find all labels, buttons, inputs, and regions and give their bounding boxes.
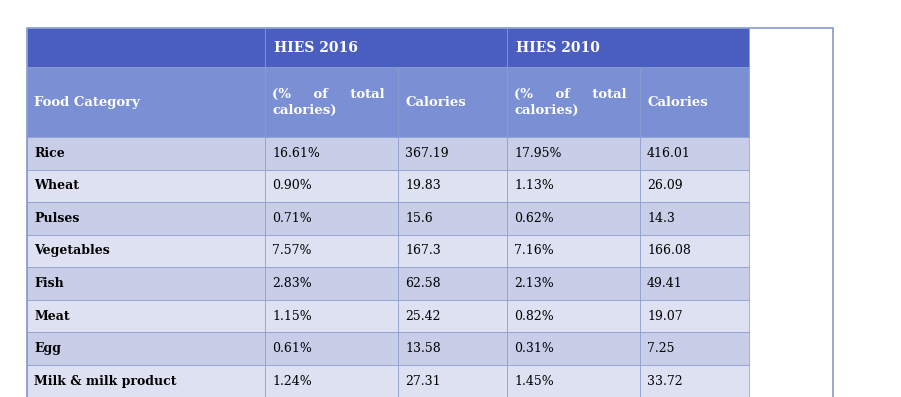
Bar <box>27 170 265 202</box>
Bar <box>27 365 265 397</box>
Bar <box>507 365 640 397</box>
Text: 0.62%: 0.62% <box>514 212 554 225</box>
Bar <box>640 170 749 202</box>
Bar <box>265 300 398 332</box>
Text: 33.72: 33.72 <box>647 375 683 387</box>
Bar <box>507 332 640 365</box>
Bar <box>398 170 507 202</box>
Text: 14.3: 14.3 <box>647 212 675 225</box>
Text: 1.45%: 1.45% <box>514 375 554 387</box>
Text: HIES 2010: HIES 2010 <box>516 40 600 55</box>
Bar <box>265 365 398 397</box>
Bar <box>640 137 749 170</box>
Text: 2.83%: 2.83% <box>272 277 312 290</box>
Bar <box>398 365 507 397</box>
Text: 15.6: 15.6 <box>405 212 432 225</box>
Text: 7.16%: 7.16% <box>514 245 554 257</box>
Text: 416.01: 416.01 <box>647 147 691 160</box>
Bar <box>265 137 398 170</box>
Bar <box>27 300 265 332</box>
Bar <box>640 235 749 267</box>
Bar <box>640 267 749 300</box>
Text: 2.13%: 2.13% <box>514 277 554 290</box>
Text: 25.42: 25.42 <box>405 310 441 322</box>
Bar <box>27 332 265 365</box>
Text: 62.58: 62.58 <box>405 277 441 290</box>
Text: HIES 2016: HIES 2016 <box>274 40 358 55</box>
Text: 19.07: 19.07 <box>647 310 683 322</box>
Text: 0.31%: 0.31% <box>514 342 554 355</box>
Bar <box>398 67 507 137</box>
Bar <box>27 67 265 137</box>
Text: 0.82%: 0.82% <box>514 310 554 322</box>
Bar <box>507 28 749 67</box>
Text: 27.31: 27.31 <box>405 375 441 387</box>
Bar <box>640 202 749 235</box>
Text: 19.83: 19.83 <box>405 179 441 192</box>
Bar <box>27 137 265 170</box>
Text: (%   of   total
calories): (% of total calories) <box>272 88 385 117</box>
Bar <box>27 235 265 267</box>
Text: 7.25: 7.25 <box>647 342 675 355</box>
Bar <box>265 267 398 300</box>
Bar <box>265 235 398 267</box>
Text: 0.71%: 0.71% <box>272 212 312 225</box>
Bar <box>265 67 398 137</box>
Text: Pulses: Pulses <box>34 212 79 225</box>
Text: 0.61%: 0.61% <box>272 342 312 355</box>
Bar <box>640 67 749 137</box>
Bar <box>507 235 640 267</box>
Bar <box>507 300 640 332</box>
Text: 167.3: 167.3 <box>405 245 441 257</box>
Bar <box>398 332 507 365</box>
Text: 26.09: 26.09 <box>647 179 683 192</box>
Bar <box>398 202 507 235</box>
Text: Calories: Calories <box>647 96 708 109</box>
Text: 7.57%: 7.57% <box>272 245 312 257</box>
Bar <box>398 235 507 267</box>
Text: 367.19: 367.19 <box>405 147 449 160</box>
Bar <box>27 267 265 300</box>
Text: 166.08: 166.08 <box>647 245 691 257</box>
Text: Rice: Rice <box>34 147 65 160</box>
Bar <box>507 170 640 202</box>
Text: 1.24%: 1.24% <box>272 375 312 387</box>
Text: 17.95%: 17.95% <box>514 147 561 160</box>
Bar <box>398 137 507 170</box>
Text: Vegetables: Vegetables <box>34 245 110 257</box>
Bar <box>640 300 749 332</box>
Text: 1.13%: 1.13% <box>514 179 554 192</box>
Text: 16.61%: 16.61% <box>272 147 320 160</box>
Text: Egg: Egg <box>34 342 61 355</box>
Bar <box>507 267 640 300</box>
Bar <box>265 170 398 202</box>
Bar <box>265 202 398 235</box>
Text: 1.15%: 1.15% <box>272 310 312 322</box>
Bar <box>27 28 265 67</box>
Text: Meat: Meat <box>34 310 70 322</box>
Text: Wheat: Wheat <box>34 179 79 192</box>
Bar <box>398 300 507 332</box>
Text: Calories: Calories <box>405 96 466 109</box>
Text: Food Category: Food Category <box>34 96 141 109</box>
Bar <box>265 332 398 365</box>
Text: (%   of   total
calories): (% of total calories) <box>514 88 627 117</box>
Bar <box>640 365 749 397</box>
Text: Fish: Fish <box>34 277 64 290</box>
Bar <box>27 28 833 397</box>
Bar <box>398 267 507 300</box>
Bar <box>265 28 507 67</box>
Text: 0.90%: 0.90% <box>272 179 312 192</box>
Bar <box>640 332 749 365</box>
Text: 49.41: 49.41 <box>647 277 683 290</box>
Bar <box>507 67 640 137</box>
Bar <box>27 202 265 235</box>
Bar <box>507 202 640 235</box>
Text: 13.58: 13.58 <box>405 342 441 355</box>
Text: Milk & milk product: Milk & milk product <box>34 375 177 387</box>
Bar <box>507 137 640 170</box>
